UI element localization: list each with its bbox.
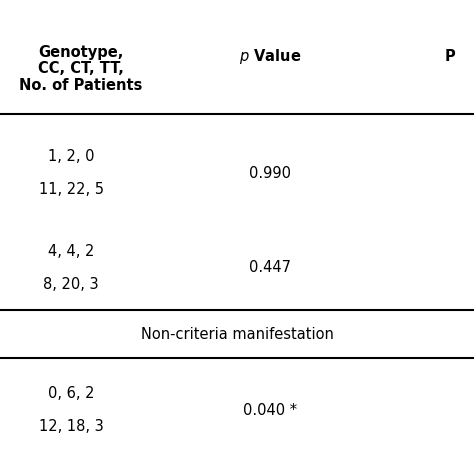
Text: $\it{p}$ Value: $\it{p}$ Value	[239, 47, 301, 66]
Text: 12, 18, 3: 12, 18, 3	[39, 419, 103, 434]
Text: P: P	[445, 49, 456, 64]
Text: 0, 6, 2: 0, 6, 2	[48, 386, 94, 401]
Text: CC, CT, TT,: CC, CT, TT,	[37, 61, 124, 76]
Text: 0.447: 0.447	[249, 260, 291, 275]
Text: No. of Patients: No. of Patients	[19, 78, 142, 93]
Text: 8, 20, 3: 8, 20, 3	[43, 277, 99, 292]
Text: 1, 2, 0: 1, 2, 0	[48, 149, 94, 164]
Text: 11, 22, 5: 11, 22, 5	[38, 182, 104, 197]
Text: Genotype,: Genotype,	[38, 45, 123, 60]
Text: 0.040 *: 0.040 *	[243, 402, 297, 418]
Text: 0.990: 0.990	[249, 165, 291, 181]
Text: 4, 4, 2: 4, 4, 2	[48, 244, 94, 259]
Text: Non-criteria manifestation: Non-criteria manifestation	[141, 327, 333, 342]
